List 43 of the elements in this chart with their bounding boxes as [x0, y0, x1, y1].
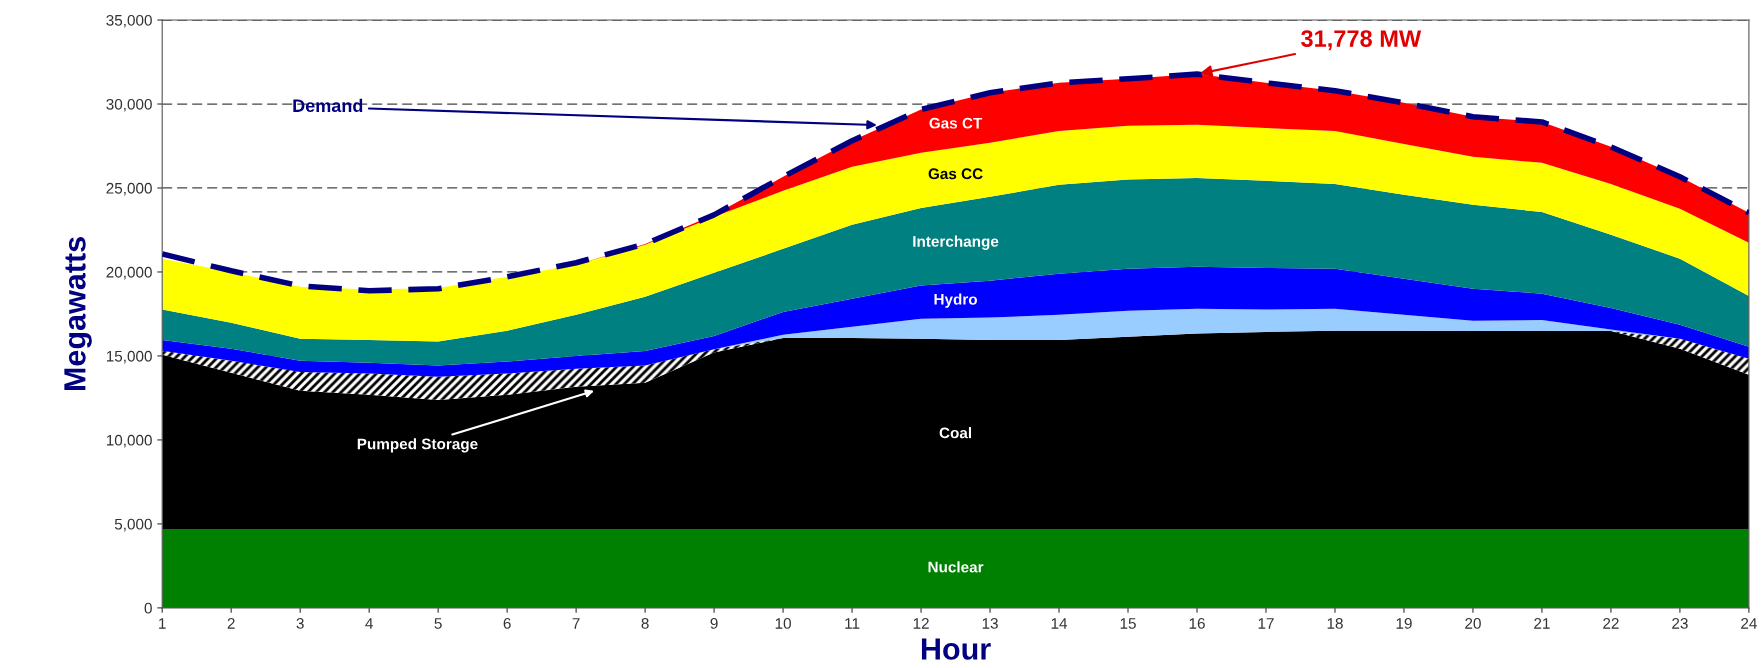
- x-axis-title: Hour: [921, 638, 991, 660]
- series-label: Nuclear: [928, 561, 984, 573]
- x-tick-label: 10: [775, 618, 791, 629]
- x-tick-label: 6: [503, 618, 511, 629]
- annotation: 31,778 MW: [1301, 30, 1422, 51]
- y-tick-label: 20,000: [106, 266, 152, 280]
- y-tick-label: 35,000: [106, 14, 152, 28]
- x-tick-label: 15: [1120, 618, 1136, 629]
- x-tick-label: 1: [159, 618, 166, 629]
- y-tick-label: 10,000: [106, 434, 152, 448]
- y-tick-label: 25,000: [106, 182, 152, 196]
- series-label: Gas CC: [928, 168, 983, 180]
- text: Demand: [293, 98, 363, 113]
- x-tick-label: 19: [1396, 618, 1412, 629]
- y-tick-label: 0: [144, 602, 152, 614]
- x-tick-label: 4: [365, 618, 373, 629]
- y-axis-title: Megawatts: [64, 237, 92, 391]
- x-tick-label: 17: [1258, 618, 1274, 629]
- x-tick-label: 5: [434, 618, 442, 629]
- x-tick-label: 16: [1189, 618, 1205, 629]
- x-tick-label: 2: [227, 618, 235, 629]
- series-label: Gas CT: [929, 117, 983, 129]
- series-label: Coal: [939, 427, 972, 439]
- text: Pumped Storage: [357, 438, 478, 453]
- x-tick-label: 7: [572, 618, 580, 629]
- x-tick-label: 13: [982, 618, 998, 629]
- x-tick-label: 18: [1327, 618, 1343, 629]
- x-tick-label: 11: [845, 618, 860, 629]
- x-tick-label: 8: [641, 618, 649, 629]
- y-tick-label: 30,000: [106, 98, 152, 112]
- series-label: Interchange: [913, 235, 999, 250]
- x-tick-label: 14: [1051, 618, 1068, 629]
- x-tick-label: 12: [913, 618, 929, 629]
- x-tick-label: 22: [1603, 618, 1619, 629]
- series-label: Hydro: [934, 293, 978, 308]
- y-tick-label: 15,000: [106, 350, 152, 364]
- x-tick-label: 20: [1465, 618, 1481, 629]
- x-tick-label: 24: [1741, 618, 1757, 629]
- x-tick-label: 3: [296, 618, 304, 629]
- x-tick-label: 9: [710, 618, 718, 629]
- x-tick-label: 21: [1534, 618, 1550, 629]
- x-tick-label: 23: [1672, 618, 1688, 629]
- y-tick-label: 5,000: [114, 518, 152, 532]
